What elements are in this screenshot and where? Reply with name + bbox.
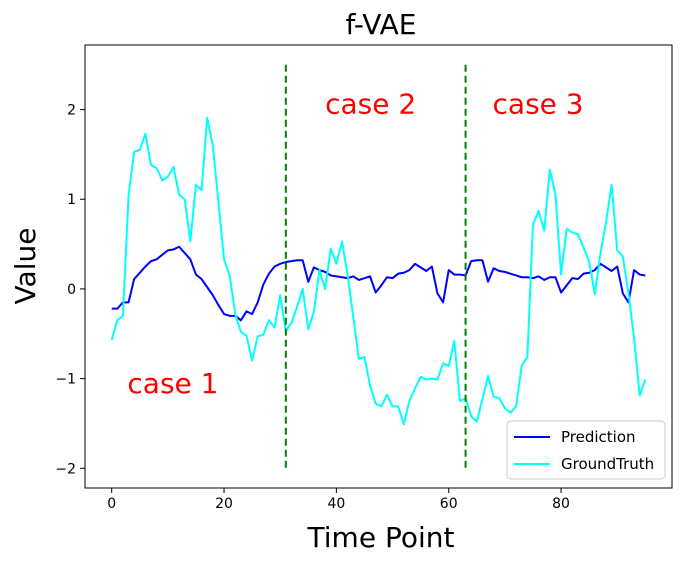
chart-title: f-VAE: [346, 8, 417, 41]
y-tick-label: −2: [55, 461, 76, 477]
case-annotation: case 3: [493, 87, 584, 120]
series-line-groundtruth: [110, 116, 647, 426]
series-line-prediction: [111, 245, 646, 322]
y-axis-label: Value: [9, 228, 42, 305]
plot-frame: [84, 44, 673, 489]
vline-layer: [284, 64, 467, 469]
x-axis-label: Time Point: [307, 521, 455, 554]
legend-label-prediction: Prediction: [561, 428, 636, 446]
y-tick-label: 0: [67, 282, 76, 298]
x-tick-label: 40: [327, 496, 345, 512]
x-tick-label: 20: [215, 496, 233, 512]
y-tick-label: 2: [67, 103, 76, 119]
case-annotation: case 2: [325, 87, 416, 120]
case-annotation: case 1: [127, 367, 218, 400]
y-tick-label: −1: [55, 372, 76, 388]
plot-area: [85, 45, 672, 488]
y-tick-label: 1: [67, 192, 76, 208]
legend: Prediction GroundTruth: [506, 420, 666, 480]
legend-label-groundtruth: GroundTruth: [561, 455, 654, 473]
x-tick-label: 0: [107, 496, 116, 512]
y-ticks: −2 −1 0 1 2: [55, 103, 85, 477]
series-layer: [110, 116, 647, 426]
x-ticks: 0 20 40 60 80: [107, 488, 570, 512]
x-tick-label: 60: [440, 496, 458, 512]
x-tick-label: 80: [552, 496, 570, 512]
annotation-layer: case 1 case 2 case 3: [127, 87, 583, 400]
